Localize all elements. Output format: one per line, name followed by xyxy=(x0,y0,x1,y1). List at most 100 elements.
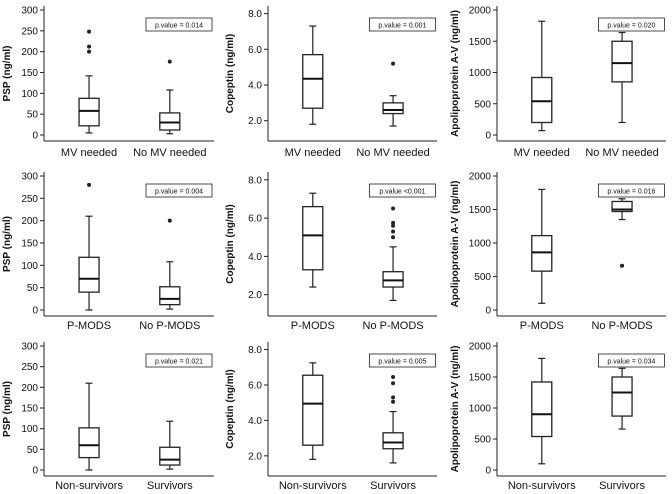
box-1 xyxy=(78,182,100,311)
p-value-annotation: p.value = 0.005 xyxy=(368,353,436,368)
iqr-box xyxy=(302,374,324,446)
iqr-box xyxy=(159,112,181,131)
category-label: Survivors xyxy=(599,480,645,492)
y-tick-label: 4.0 xyxy=(248,252,262,263)
category-label: No P-MODS xyxy=(362,320,423,332)
outlier-point xyxy=(87,49,92,54)
y-tick-label: 100 xyxy=(21,261,38,272)
y-tick-label: 8.0 xyxy=(248,345,262,356)
category-label: P-MODS xyxy=(520,320,564,332)
outlier-point xyxy=(391,206,396,211)
y-tick-label: 6.0 xyxy=(248,380,262,391)
y-tick-label: 200 xyxy=(21,47,38,58)
outlier-point xyxy=(620,263,625,268)
box-2 xyxy=(159,420,181,470)
category-label: MV needed xyxy=(61,147,117,159)
panel-r3-c2: 2.0 4.0 6.0 8.0 Copeptin (ng/ml) Non-survivor… xyxy=(225,342,437,492)
p-value-label: p.value = 0.021 xyxy=(155,359,203,366)
y-tick-label: 300 xyxy=(21,172,38,183)
panel-r2-c3: 0 500 1000 1500 2000 Apolipoprotein A-V (ng/m… xyxy=(450,172,666,332)
box-2 xyxy=(611,367,633,430)
y-tick-label: 300 xyxy=(21,342,38,353)
p-value-box xyxy=(598,353,665,368)
category-label: No MV needed xyxy=(356,147,429,159)
y-tick-label: 50 xyxy=(27,110,39,121)
category-label: Non-survivors xyxy=(279,480,347,492)
iqr-box xyxy=(302,205,324,271)
y-tick-label: 1000 xyxy=(469,239,492,250)
p-value-label: p.value = 0.001 xyxy=(378,23,426,30)
box-2 xyxy=(382,61,404,127)
iqr-box xyxy=(611,40,633,83)
p-value-box xyxy=(145,353,213,368)
box-2 xyxy=(382,206,404,302)
outlier-point xyxy=(391,375,396,379)
outlier-point xyxy=(87,29,92,34)
y-tick-label: 1000 xyxy=(469,68,492,79)
p-value-label: p.value = 0.004 xyxy=(155,189,203,196)
y-tick-label: 1000 xyxy=(469,404,492,415)
y-axis-label: PSP (ng/ml) xyxy=(2,381,13,437)
box-1 xyxy=(78,382,100,471)
y-tick-label: 2.0 xyxy=(248,451,262,462)
y-tick-label: 100 xyxy=(21,89,38,100)
iqr-box xyxy=(78,97,100,127)
iqr-box xyxy=(78,427,100,459)
p-value-label: p.value = 0.014 xyxy=(155,23,203,30)
outlier-point xyxy=(391,229,396,234)
y-axis-label: Copeptin (ng/ml) xyxy=(225,204,236,283)
y-tick-label: 4.0 xyxy=(248,416,262,427)
y-tick-label: 0 xyxy=(32,306,38,317)
p-value-label: p.value = 0.020 xyxy=(607,23,655,30)
iqr-box xyxy=(531,234,553,272)
y-tick-label: 150 xyxy=(21,404,38,415)
y-axis-label: Apolipoprotein A-V (ng/ml) xyxy=(450,10,461,137)
p-value-annotation: p.value <0.001 xyxy=(368,183,436,198)
y-tick-label: 250 xyxy=(21,194,38,205)
panel-r2-c2: 2.0 4.0 6.0 8.0 Copeptin (ng/ml) P-MODS No P-M… xyxy=(225,172,437,332)
y-tick-label: 0 xyxy=(485,466,491,477)
iqr-box xyxy=(611,200,633,213)
p-value-box xyxy=(368,17,436,32)
y-tick-label: 0 xyxy=(32,131,38,142)
y-tick-label: 1500 xyxy=(469,373,492,384)
box-1 xyxy=(531,188,553,304)
category-label: MV needed xyxy=(285,147,341,159)
box-1 xyxy=(302,362,324,460)
p-value-label: p.value <0.001 xyxy=(379,189,425,196)
category-label: No MV needed xyxy=(585,147,658,159)
y-tick-label: 150 xyxy=(21,68,38,79)
outlier-point xyxy=(391,220,396,225)
p-value-annotation: p.value = 0.001 xyxy=(368,17,436,32)
p-value-box xyxy=(145,183,213,198)
y-tick-label: 100 xyxy=(21,424,38,435)
y-tick-label: 2000 xyxy=(469,172,492,183)
box-2 xyxy=(611,31,633,124)
y-tick-label: 50 xyxy=(27,445,39,456)
category-label: No MV needed xyxy=(133,147,206,159)
y-tick-label: 250 xyxy=(21,362,38,373)
y-tick-label: 500 xyxy=(474,272,491,283)
y-tick-label: 300 xyxy=(21,6,38,17)
y-tick-label: 8.0 xyxy=(248,9,262,20)
iqr-box xyxy=(531,381,553,438)
y-tick-label: 1500 xyxy=(469,205,492,216)
category-label: No P-MODS xyxy=(591,320,652,332)
y-tick-label: 6.0 xyxy=(248,214,262,225)
iqr-box xyxy=(302,53,324,109)
outlier-point xyxy=(391,235,396,240)
y-axis-label: Copeptin (ng/ml) xyxy=(225,369,236,448)
p-value-box xyxy=(368,353,436,368)
p-value-box xyxy=(368,183,436,198)
p-value-annotation: p.value = 0.020 xyxy=(598,17,665,32)
p-value-box xyxy=(598,183,665,198)
y-tick-label: 0 xyxy=(32,466,38,477)
iqr-box xyxy=(78,256,100,293)
y-axis-label: PSP (ng/ml) xyxy=(2,216,13,272)
box-1 xyxy=(78,29,100,134)
category-label: Non-survivors xyxy=(508,480,576,492)
category-label: MV needed xyxy=(514,147,570,159)
p-value-box xyxy=(598,17,665,32)
box-2 xyxy=(159,59,181,135)
